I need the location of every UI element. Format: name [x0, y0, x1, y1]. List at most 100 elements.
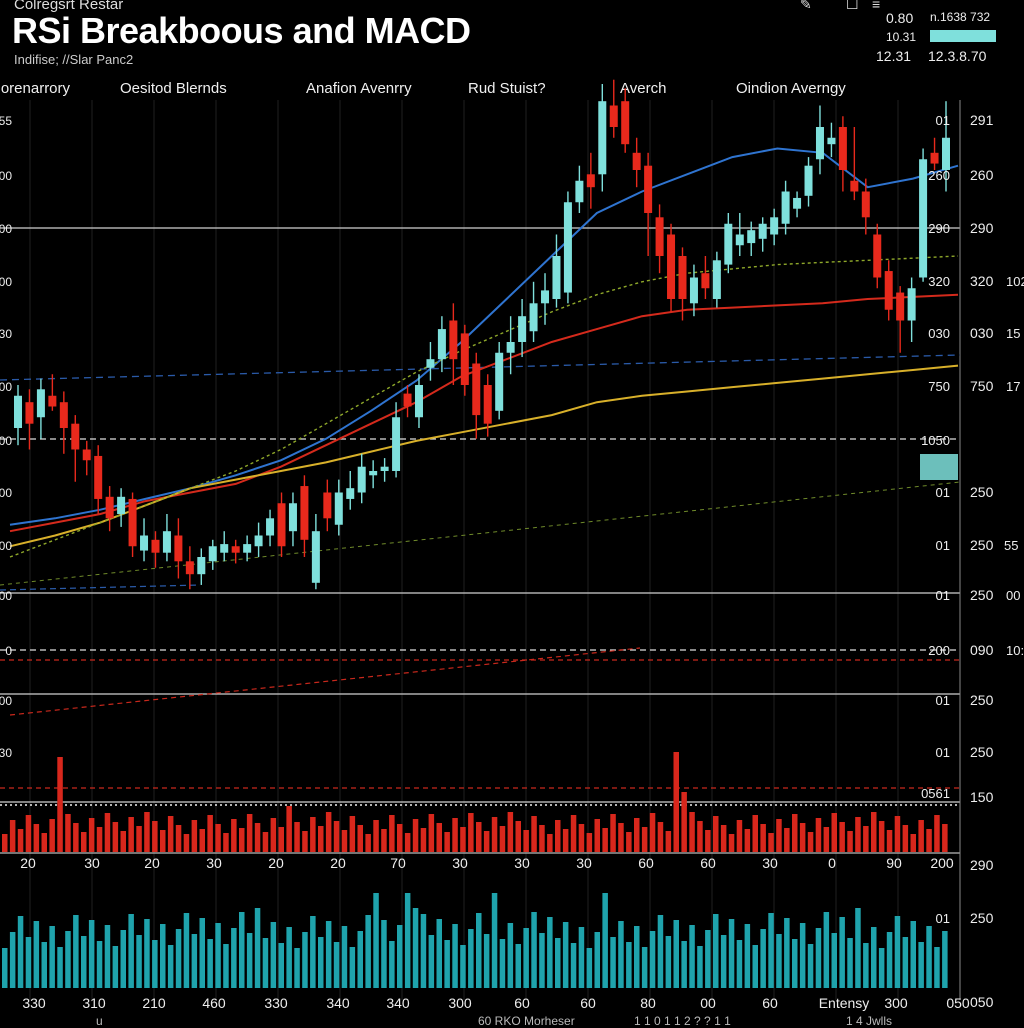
indicator-bar — [910, 921, 916, 988]
indicator-bar — [270, 922, 277, 988]
candle-up — [942, 137, 950, 170]
volume-bar — [88, 818, 95, 852]
left-axis-tick: 00 — [0, 434, 12, 448]
volume-axis-tick: 60 — [638, 855, 654, 871]
volume-bar — [515, 821, 521, 852]
volume-axis-tick: 20 — [330, 855, 346, 871]
volume-bar — [286, 806, 292, 852]
candle-up — [346, 488, 355, 499]
indicator-bar — [665, 936, 672, 988]
volume-axis-tick: 60 — [700, 855, 716, 871]
right-axis-tick-inner: 750 — [928, 379, 950, 394]
right-axis-tick: 291 — [970, 112, 994, 128]
volume-axis-tick: 0 — [828, 855, 836, 871]
indicator-bar — [720, 935, 727, 988]
left-axis-tick: 00 — [0, 380, 12, 394]
indicator-bar — [246, 933, 253, 988]
right-axis-tick: 250 — [970, 484, 994, 500]
volume-bar — [25, 815, 32, 852]
candle-up — [334, 492, 343, 525]
indicator-bar — [878, 948, 885, 988]
indicator-bar — [491, 893, 498, 988]
indicator-bar — [705, 930, 711, 988]
bottom-axis-tick: 330 — [264, 995, 288, 1011]
volume-bar — [555, 820, 561, 852]
indicator-label[interactable]: Averch — [620, 80, 667, 97]
volume-bar — [673, 752, 679, 852]
candle-up — [598, 101, 607, 175]
indicator-bar — [539, 933, 545, 988]
candle-down — [678, 256, 687, 299]
candle-down — [472, 363, 481, 416]
volume-bar — [499, 826, 506, 852]
volume-bar — [381, 829, 387, 852]
indicator-bar — [41, 942, 47, 988]
indicator-label[interactable]: Oindion Averngy — [736, 80, 846, 97]
candle-up — [14, 395, 22, 428]
indicator-label[interactable]: Rud Stuist? — [468, 80, 546, 97]
indicator-bar — [894, 916, 901, 988]
candle-down — [586, 174, 595, 188]
indicator-bar — [239, 912, 245, 988]
volume-bar — [705, 830, 711, 852]
right-axis-tick-inner: 260 — [928, 168, 950, 183]
indicator-label[interactable]: Anafion Avenrry — [306, 80, 412, 97]
indicator-bar — [183, 913, 190, 988]
volume-bar — [254, 823, 261, 852]
square-icon[interactable]: ☐ — [846, 0, 859, 12]
volume-bar — [207, 815, 213, 852]
readout-2-left: 10.31 — [886, 30, 917, 44]
volume-bar — [807, 832, 814, 852]
blue-dashed-trend — [0, 584, 201, 591]
volume-bar — [728, 834, 735, 852]
indicator-label[interactable]: Oesitod Blernds — [120, 80, 227, 97]
candle-up — [529, 303, 538, 332]
left-axis-tick: 00 — [0, 694, 12, 708]
indicator-bar — [476, 913, 482, 988]
volume-bar — [523, 830, 529, 852]
indicator-bar — [365, 915, 371, 988]
right-axis-tick: 250 — [970, 910, 994, 926]
left-axis-tick: 00 — [0, 589, 12, 603]
indicator-bar — [49, 926, 55, 988]
candle-up — [254, 535, 263, 547]
right-axis-tick: 290 — [970, 220, 994, 236]
indicator-bar — [9, 932, 16, 988]
candle-down — [94, 455, 103, 499]
candle-up — [747, 230, 756, 244]
volume-bar — [792, 814, 798, 852]
volume-axis-tick: 70 — [390, 855, 406, 871]
indicator-bar — [547, 917, 553, 988]
volume-bar — [649, 813, 656, 852]
candle-down — [644, 165, 653, 213]
olive-dashed-trend — [0, 481, 961, 586]
indicator-bar — [483, 934, 490, 988]
volume-bar — [65, 814, 71, 852]
blue-moving-average — [9, 147, 959, 526]
volume-bar — [333, 821, 340, 852]
candle-up — [392, 417, 401, 471]
indicator-bar — [57, 947, 63, 988]
candle-up — [506, 342, 515, 353]
candle-up — [563, 202, 572, 293]
volume-bar — [120, 831, 126, 852]
menu-icon[interactable]: ≡ — [872, 0, 881, 12]
price-marker-box — [920, 454, 958, 480]
indicator-bar — [444, 940, 450, 988]
indicator-bar — [673, 920, 679, 988]
indicator-bar — [25, 937, 32, 988]
indicator-bar — [728, 919, 735, 988]
indicator-bar — [152, 940, 158, 988]
indicator-bar — [310, 916, 316, 988]
indicator-bar — [863, 943, 869, 988]
volume-bar — [144, 812, 150, 852]
indicator-label[interactable]: Uorenarrory — [0, 80, 71, 97]
candle-down — [884, 271, 893, 310]
left-axis-tick: 30 — [0, 746, 12, 760]
candle-down — [861, 191, 870, 218]
price-swatch — [930, 30, 996, 42]
candle-up — [495, 352, 504, 411]
pencil-icon[interactable]: ✎ — [800, 0, 812, 12]
indicator-bar — [871, 927, 877, 988]
